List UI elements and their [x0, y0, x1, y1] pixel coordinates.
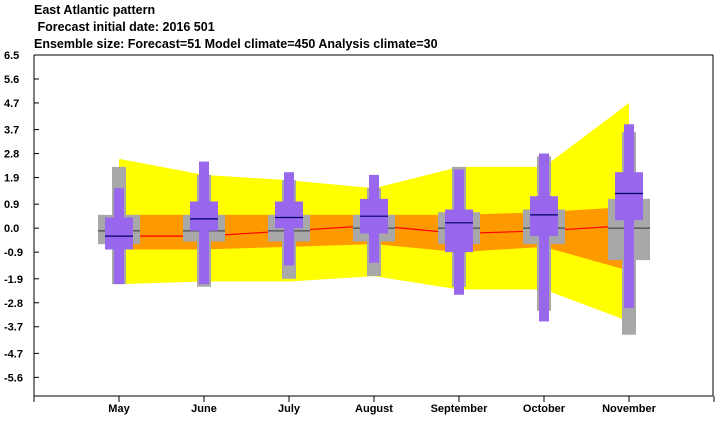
x-tick-label-june: June — [191, 403, 217, 415]
forecast-box-october — [530, 196, 558, 237]
x-tick-label-november: November — [602, 403, 657, 415]
x-tick-label-may: May — [108, 403, 130, 415]
x-tick-label-august: August — [355, 403, 393, 415]
y-tick-label: 2.8 — [4, 149, 19, 161]
forecast-whisker-october — [539, 153, 549, 322]
x-tick-label-october: October — [523, 403, 566, 415]
y-tick-label: -0.9 — [4, 247, 23, 259]
y-tick-label: -3.7 — [4, 322, 23, 334]
y-tick-label: 1.9 — [4, 173, 19, 185]
y-tick-label: -4.7 — [4, 348, 23, 360]
forecast-box-september — [445, 209, 473, 253]
chart-subtitle: Forecast initial date: 2016 501 — [34, 20, 215, 34]
x-tick-label-september: September — [431, 403, 489, 415]
forecast-box-november — [615, 172, 643, 221]
forecast-box-july — [275, 201, 303, 229]
y-tick-label: 4.7 — [4, 98, 19, 110]
y-tick-label: 5.6 — [4, 74, 19, 86]
y-tick-label: 0.0 — [4, 223, 19, 235]
x-tick-label-july: July — [278, 403, 301, 415]
y-tick-label: 0.9 — [4, 199, 19, 211]
forecast-box-may — [105, 217, 133, 250]
y-tick-label: 6.5 — [4, 50, 19, 62]
chart-ensemble-size: Ensemble size: Forecast=51 Model climate… — [34, 37, 438, 51]
y-tick-label: -5.6 — [4, 372, 23, 384]
y-tick-label: 3.7 — [4, 125, 19, 137]
forecast-box-june — [190, 201, 218, 231]
chart-title: East Atlantic pattern — [34, 3, 156, 17]
y-tick-label: -2.8 — [4, 298, 23, 310]
y-tick-label: -1.9 — [4, 274, 23, 286]
